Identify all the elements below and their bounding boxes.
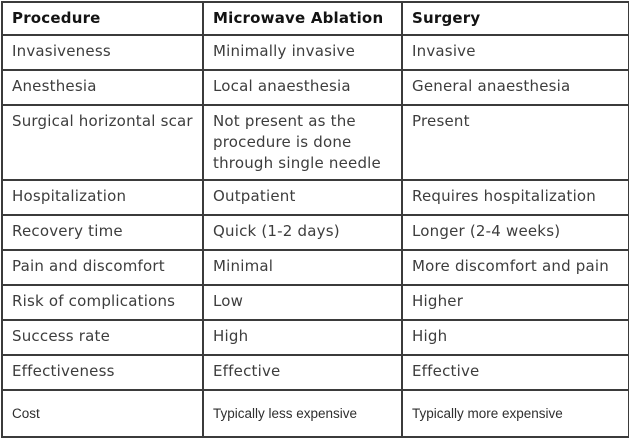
row-invasiveness: Invasiveness Minimally invasive Invasive [1,34,629,71]
header-procedure: Procedure [1,1,204,36]
cell-surgery-value: General anaesthesia [401,69,629,106]
cell-ablation-value: Local anaesthesia [202,69,403,106]
row-pain-discomfort: Pain and discomfort Minimal More discomf… [1,249,629,286]
cell-surgery-value: Longer (2-4 weeks) [401,214,629,251]
cell-surgery-value: Typically more expensive [401,389,629,438]
row-recovery-time: Recovery time Quick (1-2 days) Longer (2… [1,214,629,251]
cell-ablation-value: Low [202,284,403,321]
cell-ablation-value: Typically less expensive [202,389,403,438]
cell-surgery-value: Requires hospitalization [401,179,629,216]
cell-label: Effectiveness [1,354,204,391]
cell-label: Risk of complications [1,284,204,321]
cell-surgery-value: Invasive [401,34,629,71]
row-effectiveness: Effectiveness Effective Effective [1,354,629,391]
row-hospitalization: Hospitalization Outpatient Requires hosp… [1,179,629,216]
cell-ablation-value: Outpatient [202,179,403,216]
cell-surgery-value: High [401,319,629,356]
row-surgical-scar: Surgical horizontal scar Not present as … [1,104,629,181]
cell-label: Hospitalization [1,179,204,216]
cell-surgery-value: Higher [401,284,629,321]
cell-ablation-value: Quick (1-2 days) [202,214,403,251]
row-success-rate: Success rate High High [1,319,629,356]
cell-surgery-value: Effective [401,354,629,391]
cell-label: Pain and discomfort [1,249,204,286]
cell-ablation-value: Minimally invasive [202,34,403,71]
row-risk-complications: Risk of complications Low Higher [1,284,629,321]
cell-label: Surgical horizontal scar [1,104,204,181]
cell-ablation-value: Effective [202,354,403,391]
table-header-row: Procedure Microwave Ablation Surgery [1,1,629,36]
cell-ablation-value: High [202,319,403,356]
cell-label: Recovery time [1,214,204,251]
cell-label: Success rate [1,319,204,356]
row-cost: Cost Typically less expensive Typically … [1,389,629,438]
row-anesthesia: Anesthesia Local anaesthesia General ana… [1,69,629,106]
cell-surgery-value: Present [401,104,629,181]
cell-label: Anesthesia [1,69,204,106]
cell-label: Invasiveness [1,34,204,71]
cell-label: Cost [1,389,204,438]
header-microwave-ablation: Microwave Ablation [202,1,403,36]
header-surgery: Surgery [401,1,629,36]
cell-ablation-value: Not present as the procedure is done thr… [202,104,403,181]
cell-surgery-value: More discomfort and pain [401,249,629,286]
cell-ablation-value: Minimal [202,249,403,286]
